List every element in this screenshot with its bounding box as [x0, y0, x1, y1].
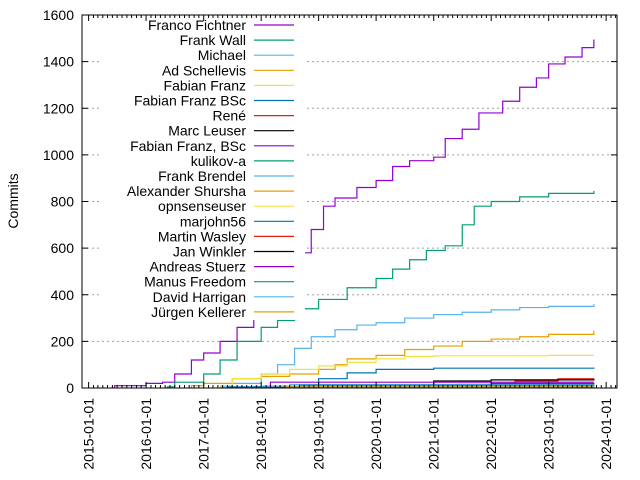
- legend-label: Andreas Stuerz: [150, 259, 247, 275]
- y-tick-label: 1600: [43, 7, 74, 23]
- plot-border: [81, 14, 618, 389]
- x-tick-label: 2016-01-01: [138, 398, 154, 470]
- grid: [82, 61, 617, 342]
- y-tick-label: 200: [51, 333, 75, 349]
- legend-label: Frank Wall: [180, 32, 246, 48]
- legend-label: Jürgen Kellerer: [151, 304, 246, 320]
- y-tick-label: 0: [66, 380, 74, 396]
- x-tick-label: 2015-01-01: [81, 398, 97, 470]
- legend-label: Franco Fichtner: [148, 17, 246, 33]
- x-tick-label: 2022-01-01: [483, 398, 499, 470]
- x-tick-label: 2017-01-01: [196, 398, 212, 470]
- legend-label: Fabian Franz: [164, 77, 246, 93]
- y-tick-label: 600: [51, 240, 75, 256]
- y-axis-label: Commits: [5, 173, 21, 228]
- y-tick-label: 1200: [43, 100, 74, 116]
- y-tick-label: 400: [51, 287, 75, 303]
- legend-label: Fabian Franz BSc: [134, 93, 246, 109]
- legend-background: [100, 17, 305, 320]
- legend-label: David Harrigan: [153, 289, 246, 305]
- y-tick-label: 1400: [43, 54, 74, 70]
- y-tick-label: 1000: [43, 147, 74, 163]
- x-tick-label: 2021-01-01: [426, 398, 442, 470]
- legend-label: Frank Brendel: [158, 168, 246, 184]
- legend-label: Marc Leuser: [168, 123, 246, 139]
- x-tick-label: 2023-01-01: [541, 398, 557, 470]
- legend-label: Jan Winkler: [173, 244, 246, 260]
- legend-label: Ad Schellevis: [162, 62, 246, 78]
- legend-label: Fabian Franz, BSc: [130, 138, 246, 154]
- x-tick-label: 2024-01-01: [598, 398, 614, 470]
- legend-label: Martin Wasley: [158, 228, 246, 244]
- legend-label: marjohn56: [180, 213, 246, 229]
- series-line-4: [219, 354, 594, 388]
- legend-label: Manus Freedom: [144, 274, 246, 290]
- axes: 0 200 400 600 800 1000 1200 1400 1600 2015-01-01 2…: [43, 7, 618, 470]
- x-tick-label: 2018-01-01: [253, 398, 269, 470]
- legend-label: Alexander Shursha: [127, 183, 246, 199]
- series-line-1: [166, 191, 595, 388]
- legend-label: Michael: [198, 47, 246, 63]
- series-line-0: [113, 39, 595, 388]
- y-tick-label: 800: [51, 194, 75, 210]
- legend-label: René: [213, 108, 247, 124]
- x-tick-label: 2019-01-01: [311, 398, 327, 470]
- legend-label: opnsenseuser: [158, 198, 246, 214]
- legend-label: kulikov-a: [191, 153, 246, 169]
- x-tick-label: 2020-01-01: [368, 398, 384, 470]
